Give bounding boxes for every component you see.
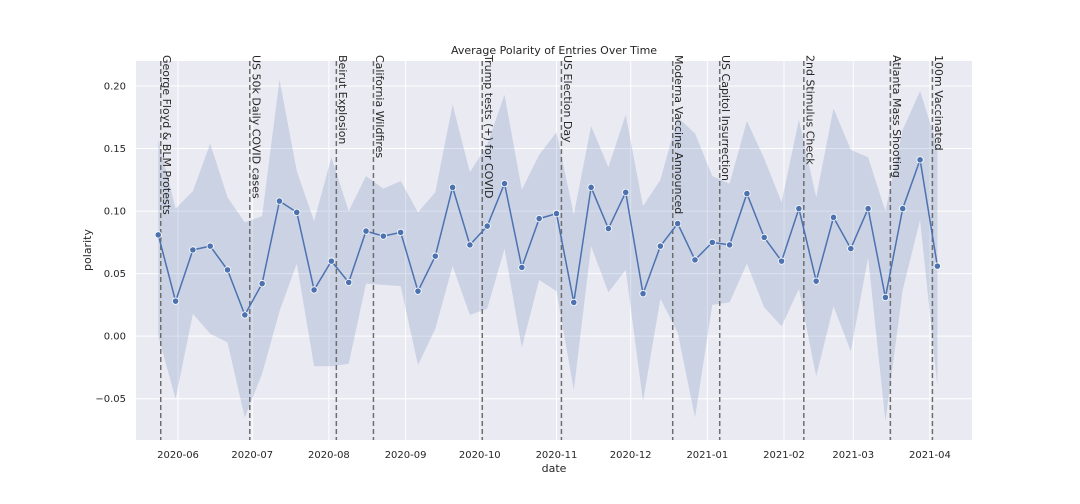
data-point <box>414 287 422 295</box>
data-point <box>310 286 318 294</box>
data-point <box>223 266 232 274</box>
y-tick-label: −0.05 <box>95 394 126 405</box>
y-axis-label: polarity <box>81 229 94 271</box>
y-tick-label: 0.20 <box>104 82 126 93</box>
data-point <box>448 183 457 191</box>
data-point <box>812 277 820 285</box>
x-tick-label: 2021-04 <box>909 450 951 461</box>
data-point <box>518 263 526 271</box>
event-markers: George Floyd & BLM Protests US 50k Daily … <box>159 54 945 440</box>
event-label: Beirut Explosion <box>336 55 349 144</box>
data-point <box>171 297 180 305</box>
event-label: US Capitol Insurrection <box>719 55 732 181</box>
data-point <box>345 278 353 286</box>
data-series <box>154 156 941 319</box>
confidence-band <box>158 79 938 422</box>
data-point <box>535 215 543 223</box>
data-point <box>570 298 578 307</box>
x-axis-label: date <box>542 462 567 475</box>
data-point <box>760 233 768 241</box>
event-label: George Floyd & BLM Protests <box>160 55 173 215</box>
data-point <box>258 280 266 288</box>
data-point <box>552 210 561 218</box>
x-tick-label: 2021-03 <box>832 450 874 461</box>
data-point <box>466 241 474 249</box>
x-tick-label: 2020-11 <box>536 450 578 461</box>
data-point <box>431 252 439 260</box>
event-label: US 50k Daily COVID cases <box>249 55 262 199</box>
chart-title: Average Polarity of Entries Over Time <box>451 44 657 57</box>
data-point <box>777 257 786 265</box>
x-tick-label: 2020-10 <box>459 450 501 461</box>
data-point <box>916 156 924 164</box>
x-tick-label: 2020-06 <box>157 450 199 461</box>
confidence-band-area <box>158 79 938 422</box>
data-point <box>933 262 941 270</box>
event-label: Trump tests (+) for COVID <box>482 54 495 198</box>
data-point <box>500 179 509 188</box>
data-point <box>379 232 387 240</box>
data-point <box>622 188 630 196</box>
event-label: 2nd Stimulus Check <box>803 55 816 165</box>
x-tick-label: 2020-07 <box>231 450 273 461</box>
data-point <box>293 208 301 216</box>
data-point <box>275 197 284 205</box>
data-point <box>587 183 595 191</box>
event-label: US Election Day <box>561 55 574 143</box>
y-tick-label: 0.05 <box>104 269 126 280</box>
x-tick-label: 2020-09 <box>385 450 427 461</box>
x-tick-label: 2020-08 <box>308 450 350 461</box>
data-point <box>206 242 214 250</box>
data-point <box>189 246 197 254</box>
data-point <box>639 290 647 298</box>
y-tick-label: 0.15 <box>104 144 126 155</box>
data-point <box>674 220 682 228</box>
x-axis-ticks: 2020-06 2020-07 2020-08 2020-09 2020-10 2020-… <box>157 450 951 461</box>
data-point <box>327 257 335 265</box>
data-point <box>691 256 699 264</box>
event-label: Atlanta Mass Shooting <box>890 55 903 178</box>
data-point <box>829 213 838 221</box>
data-point <box>656 242 664 250</box>
x-tick-label: 2021-01 <box>686 450 728 461</box>
data-point <box>708 238 716 246</box>
event-label: Moderna Vaccine Announced <box>672 55 685 214</box>
data-point <box>483 222 491 230</box>
series-line <box>157 159 939 317</box>
plot-background <box>136 61 972 440</box>
y-axis-ticks: −0.05 0.00 0.05 0.10 0.15 0.20 <box>95 82 126 406</box>
x-tick-label: 2021-02 <box>763 450 805 461</box>
data-point <box>726 241 734 249</box>
data-point <box>795 204 803 213</box>
data-point <box>864 204 872 213</box>
x-tick-label: 2020-12 <box>610 450 652 461</box>
data-point <box>881 293 890 302</box>
y-tick-label: 0.10 <box>104 207 126 218</box>
data-point <box>847 245 855 253</box>
event-label: 100m Vaccinated <box>932 55 945 151</box>
data-point <box>899 204 907 213</box>
event-label: California Wildfires <box>373 55 386 158</box>
data-point <box>241 311 249 319</box>
data-point <box>743 189 751 198</box>
data-point <box>154 231 162 239</box>
data-point <box>604 225 613 233</box>
data-point <box>362 227 370 235</box>
data-point <box>397 228 405 236</box>
y-tick-label: 0.00 <box>104 332 126 343</box>
